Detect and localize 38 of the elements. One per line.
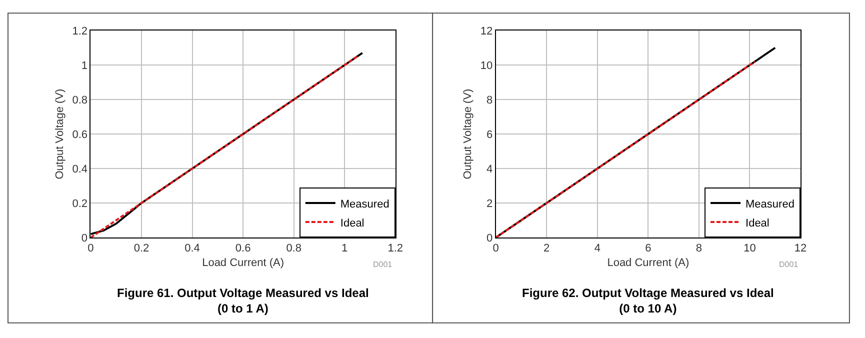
y-tick-label: 0.6: [72, 128, 88, 141]
x-tick-label: 2: [544, 242, 550, 255]
x-tick-label: 12: [794, 242, 807, 255]
y-tick-label: 4: [486, 163, 493, 176]
x-tick-label: 0.4: [184, 242, 200, 255]
x-tick-label: 1.2: [388, 242, 404, 255]
legend-label: Measured: [746, 198, 794, 210]
y-tick-label: 8: [486, 94, 493, 106]
text: D001: [373, 260, 393, 269]
y-tick-label: 12: [480, 25, 493, 38]
y-tick-label: 0.8: [72, 94, 88, 106]
x-tick-label: 0.8: [286, 242, 302, 255]
text: D001: [779, 260, 799, 269]
legend-label: Measured: [340, 198, 390, 210]
text: Figure 62. Output Voltage Measured vs Ideal (0 to 10 A): [522, 286, 774, 316]
y-axis-title: Output Voltage (V): [54, 88, 66, 180]
y-tick-label: 1: [81, 60, 88, 72]
y-tick-label: 0: [486, 232, 493, 244]
y-tick-label: 0.2: [72, 198, 88, 210]
y-tick-label: 0: [81, 232, 88, 244]
y-tick-label: 6: [486, 128, 493, 141]
x-tick-label: 4: [594, 242, 600, 255]
x-tick-label: 6: [645, 242, 652, 255]
y-tick-label: 1.2: [72, 25, 88, 38]
x-tick-label: 1: [342, 242, 348, 255]
x-axis-title: Load Current (A): [202, 256, 284, 269]
x-tick-label: 0.6: [235, 242, 251, 255]
legend-label: Ideal: [746, 217, 770, 230]
x-axis-title: Load Current (A): [607, 256, 690, 269]
x-tick-label: 10: [744, 242, 756, 255]
y-tick-label: 10: [480, 60, 493, 72]
text: Figure 61. Output Voltage Measured vs Ideal (0 to 1 A): [117, 286, 369, 316]
y-axis-title: Output Voltage (V): [462, 88, 474, 180]
x-tick-label: 8: [696, 242, 702, 255]
y-tick-label: 2: [486, 198, 493, 210]
x-tick-label: 0.2: [134, 242, 150, 255]
y-tick-label: 0.4: [72, 163, 88, 176]
legend-label: Ideal: [340, 217, 364, 230]
